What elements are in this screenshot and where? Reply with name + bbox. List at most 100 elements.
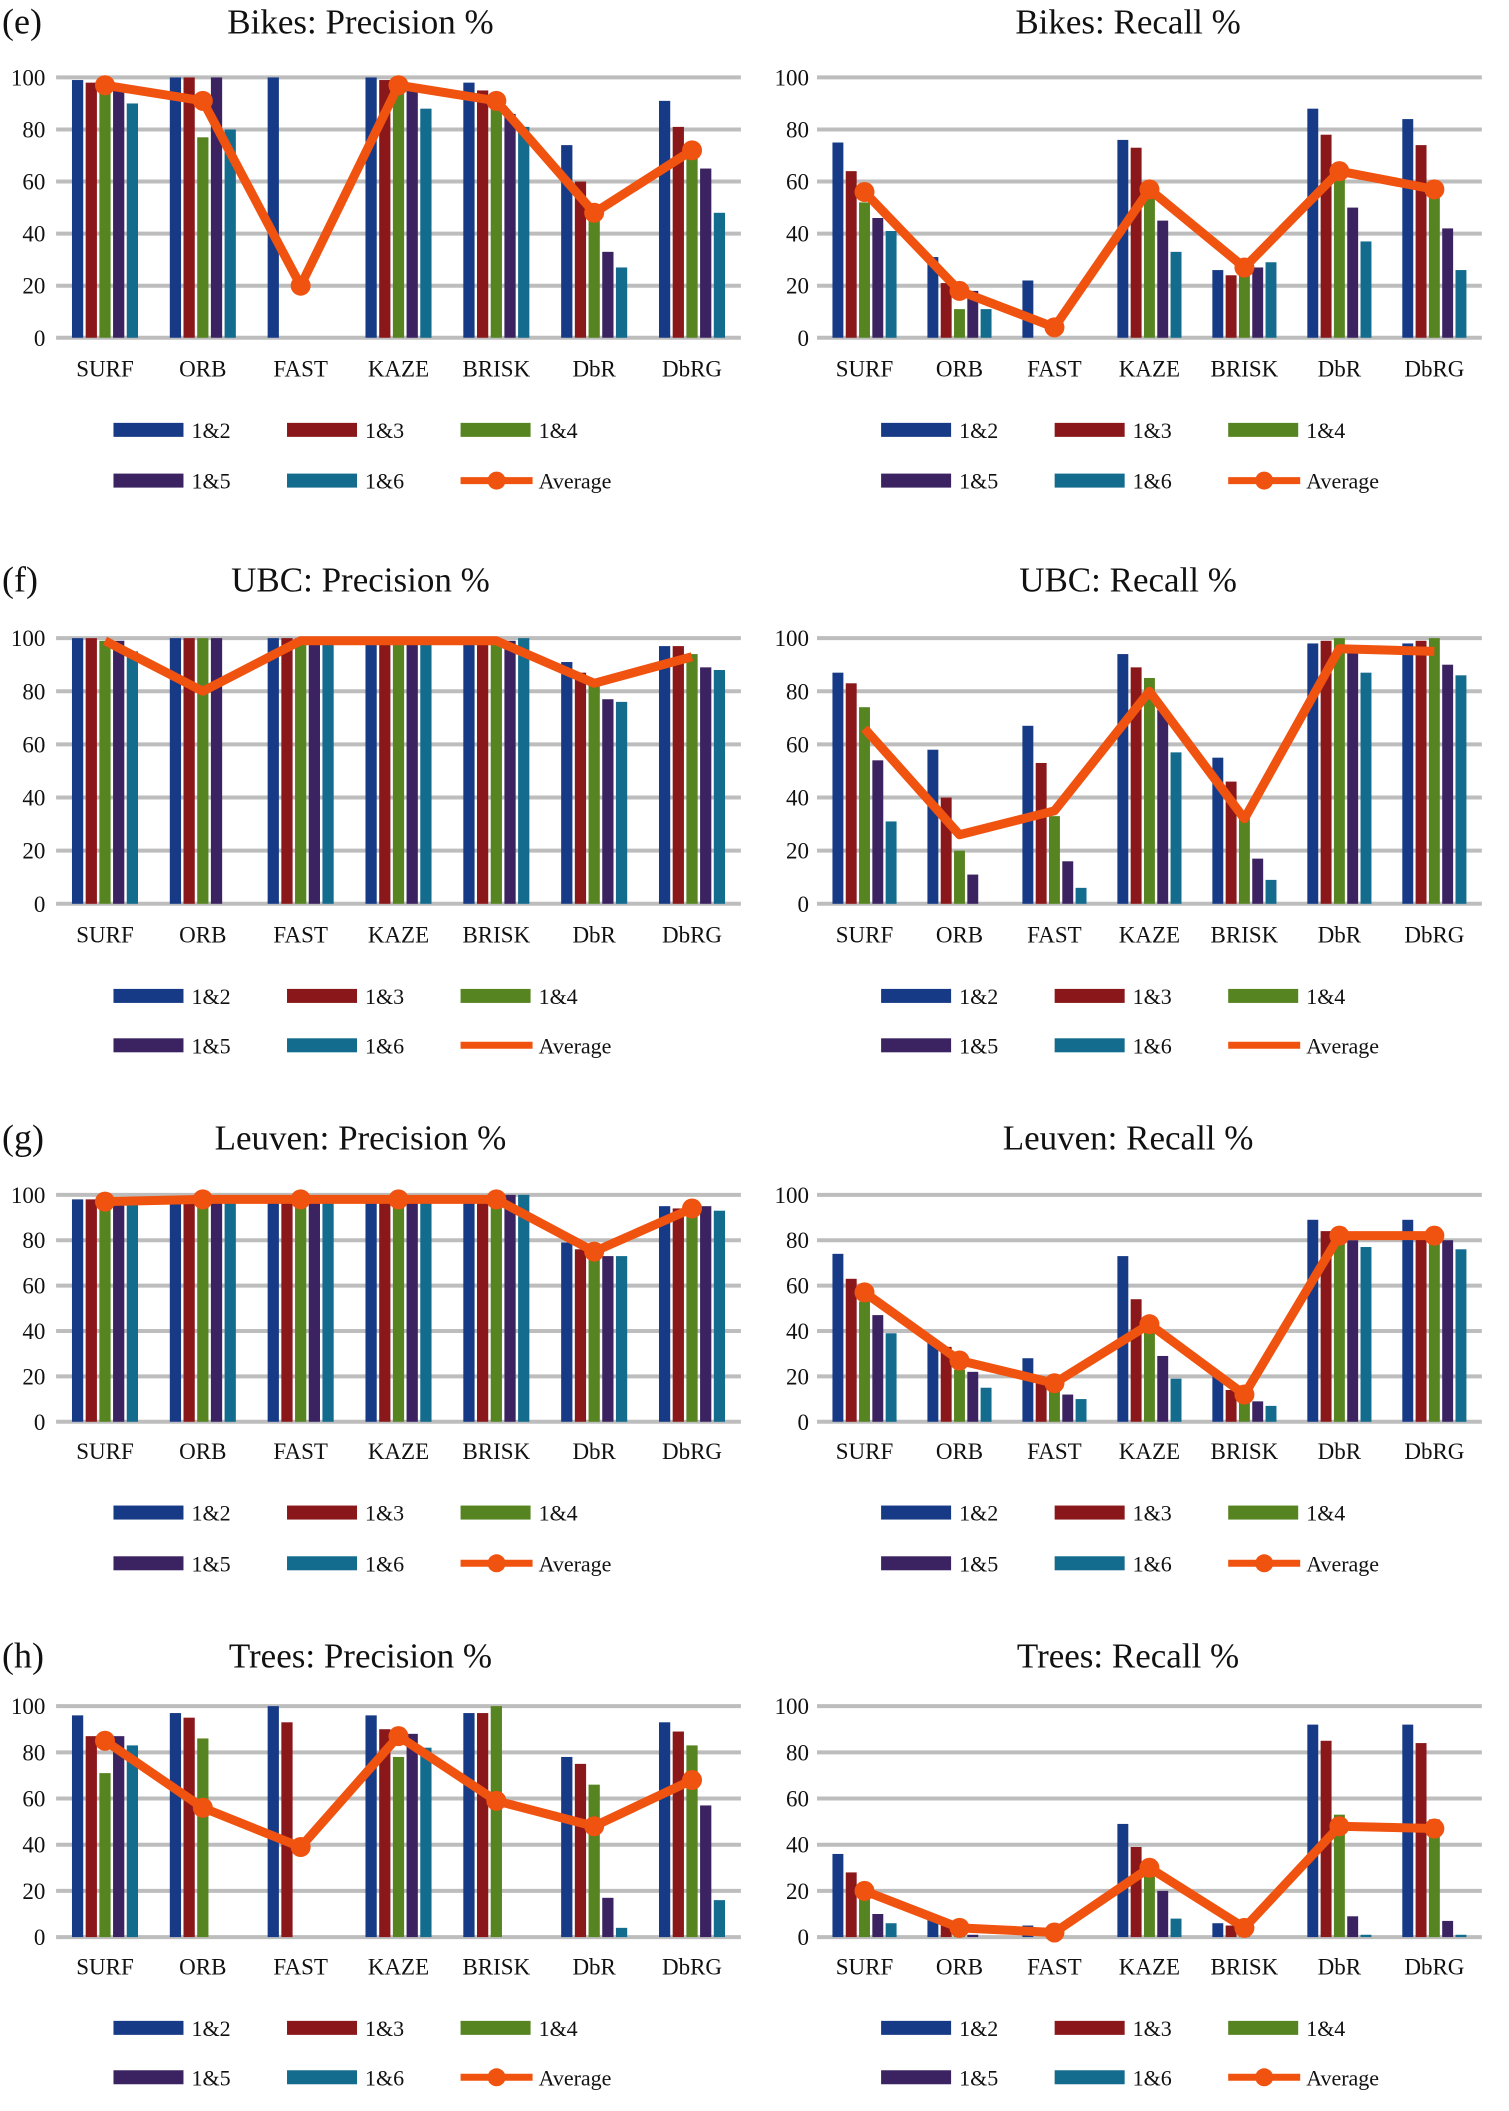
- bar-1-2-surf: [71, 1199, 84, 1422]
- bar-1-2-dbr: [561, 145, 573, 338]
- legend-label: 1&6: [365, 1033, 404, 1058]
- x-category-label: DbR: [572, 1954, 616, 1979]
- y-tick-label: 40: [22, 786, 45, 811]
- legend-label: 1&3: [365, 418, 404, 443]
- bar-1-4-kaze: [1143, 194, 1155, 338]
- x-category-label: KAZE: [368, 1439, 429, 1464]
- legend-item: Average: [460, 2065, 611, 2090]
- bar-1-2-dbr: [561, 1242, 573, 1422]
- bar-1-6-surf: [126, 1745, 139, 1938]
- x-category-label: SURF: [836, 1954, 894, 1979]
- y-tick-label: 40: [786, 1319, 809, 1344]
- bar-1-6-dbr: [1360, 241, 1372, 338]
- bar-1-5-surf: [113, 90, 125, 338]
- bar-1-5-dbrg: [700, 1206, 712, 1422]
- y-tick-label: 80: [786, 679, 809, 704]
- x-category-label: BRISK: [1211, 923, 1279, 948]
- legend-item: 1&3: [1054, 418, 1172, 443]
- y-tick-label: 40: [786, 222, 809, 247]
- average-marker: [949, 1917, 970, 1938]
- bar-1-3-brisk: [1225, 1390, 1237, 1422]
- panel-label: (h): [2, 1635, 44, 1675]
- bar-1-3-surf: [845, 1278, 857, 1422]
- legend-item: Average: [460, 1551, 611, 1576]
- bar-1-3-dbr: [574, 181, 587, 338]
- bar-1-6-fast: [322, 1199, 334, 1422]
- legend-item: 1&4: [1228, 418, 1345, 443]
- legend-label: Average: [1306, 469, 1379, 494]
- legend-label: 1&3: [365, 1501, 404, 1526]
- x-category-label: DbR: [1318, 356, 1362, 381]
- bar-1-6-dbr: [615, 701, 628, 904]
- average-marker: [1424, 1225, 1445, 1246]
- average-marker: [1234, 1917, 1255, 1938]
- legend-item: 1&3: [1054, 1501, 1172, 1526]
- x-category-label: KAZE: [1119, 923, 1180, 948]
- legend-item: 1&6: [1054, 1033, 1172, 1058]
- x-category-label: DbR: [1318, 1954, 1362, 1979]
- bar-1-3-orb: [940, 797, 952, 904]
- x-category-label: FAST: [273, 923, 328, 948]
- legend-marker: [487, 1554, 506, 1573]
- chart-panel: UBC: Recall % 0 20 40 60 80 100 SURF ORB FAST KAZE…: [775, 560, 1482, 1058]
- bar-1-6-dbrg: [713, 212, 726, 338]
- legend-item: 1&4: [460, 2016, 578, 2041]
- x-category-label: FAST: [1027, 356, 1082, 381]
- legend-label: 1&6: [365, 1551, 404, 1576]
- bar-1-3-dbr: [574, 1249, 587, 1422]
- bar-1-5-dbr: [602, 1897, 614, 1938]
- legend-label: 1&6: [1133, 1551, 1172, 1576]
- legend-label: 1&5: [191, 1033, 230, 1058]
- x-category-label: ORB: [179, 1954, 226, 1979]
- bar-1-2-surf: [832, 672, 844, 904]
- legend-label: 1&2: [959, 418, 998, 443]
- average-marker: [486, 1189, 507, 1210]
- bar-1-2-brisk: [1212, 1923, 1224, 1938]
- average-marker: [1139, 1314, 1160, 1335]
- bar-1-2-orb: [927, 1342, 939, 1422]
- legend-swatch: [1054, 1556, 1125, 1571]
- legend-label: 1&4: [539, 1501, 578, 1526]
- bar-1-2-surf: [71, 638, 84, 904]
- bar-1-6-dbrg: [1455, 675, 1467, 904]
- bar-1-3-brisk: [477, 1201, 489, 1422]
- bar-1-3-fast: [1035, 1383, 1047, 1422]
- chart-title: UBC: Recall %: [1019, 560, 1237, 599]
- y-tick-label: 0: [34, 1925, 46, 1950]
- y-tick-label: 100: [11, 1694, 46, 1719]
- y-tick-label: 0: [34, 326, 46, 351]
- y-tick-label: 60: [22, 1274, 45, 1299]
- bar-1-6-brisk: [518, 638, 530, 904]
- x-category-label: BRISK: [462, 356, 530, 381]
- legend-label: 1&3: [365, 2016, 404, 2041]
- bar-1-5-dbrg: [1442, 228, 1454, 338]
- bar-1-5-orb: [967, 290, 979, 338]
- bar-1-3-surf: [845, 1872, 857, 1938]
- x-category-label: SURF: [836, 923, 894, 948]
- panel-label: (g): [2, 1117, 44, 1157]
- bar-1-3-orb: [940, 283, 952, 338]
- legend-label: 1&5: [191, 1551, 230, 1576]
- chart-title: Leuven: Recall %: [1003, 1118, 1254, 1157]
- bar-1-5-dbrg: [700, 1805, 712, 1938]
- bar-1-3-dbrg: [1415, 640, 1427, 904]
- average-marker: [1329, 1225, 1350, 1246]
- chart-panel: Bikes: Recall % 0 20 40 60 80 100 SURF ORB FAST KA…: [775, 2, 1482, 494]
- bar-1-3-fast: [1035, 762, 1047, 904]
- legend-item: Average: [460, 1033, 611, 1058]
- bar-1-4-dbrg: [1428, 189, 1440, 338]
- bar-1-5-dbrg: [700, 667, 712, 904]
- bar-1-3-dbrg: [1415, 1235, 1427, 1422]
- average-marker: [1044, 1373, 1065, 1394]
- average-marker: [682, 140, 703, 161]
- legend-item: 1&4: [1228, 1501, 1345, 1526]
- bar-1-2-kaze: [1117, 139, 1129, 338]
- bar-1-6-surf: [126, 1201, 139, 1422]
- bar-1-6-brisk: [1265, 879, 1277, 904]
- x-category-label: DbRG: [662, 1439, 722, 1464]
- legend-item: Average: [1228, 1551, 1379, 1576]
- y-tick-label: 100: [11, 65, 46, 90]
- x-category-label: ORB: [179, 356, 226, 381]
- y-tick-label: 60: [22, 1787, 45, 1812]
- legend-label: 1&5: [959, 1033, 998, 1058]
